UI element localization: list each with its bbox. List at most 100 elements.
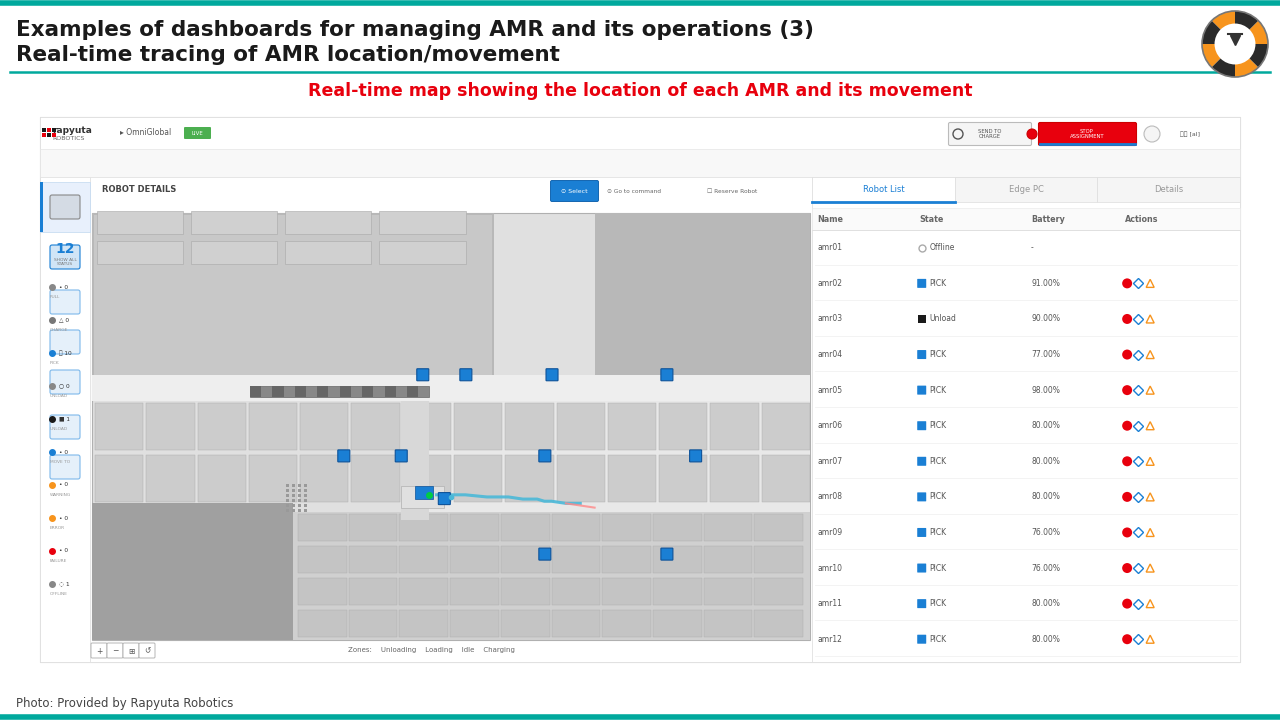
Text: • 0: • 0 [59,549,68,554]
FancyBboxPatch shape [50,415,79,439]
Text: SEND TO
CHARGE: SEND TO CHARGE [978,129,1002,140]
Text: ROBOT DETAILS: ROBOT DETAILS [102,184,177,194]
Text: Name: Name [817,215,844,223]
FancyBboxPatch shape [50,195,79,219]
Bar [97,240,183,264]
Bar [500,578,549,605]
Text: ☐ Reserve Robot: ☐ Reserve Robot [707,189,758,194]
Bar [298,484,301,487]
Bar [197,403,246,450]
Bar [303,499,307,502]
Bar [399,514,448,541]
Bar [92,503,293,640]
Text: 80.00%: 80.00% [1030,635,1060,644]
FancyBboxPatch shape [547,369,558,381]
Circle shape [1027,129,1037,139]
Bar [500,546,549,573]
Circle shape [1123,528,1132,537]
Bar [248,403,297,450]
Bar [42,133,46,137]
Bar [602,514,652,541]
Bar [552,578,600,605]
Bar [40,117,1240,662]
Bar [415,486,433,499]
Text: ▸ OmniGlobal: ▸ OmniGlobal [120,127,172,137]
Text: PICK: PICK [929,635,947,644]
Text: PICK: PICK [929,564,947,572]
Bar [602,546,652,573]
FancyBboxPatch shape [140,643,155,658]
Bar [352,403,399,450]
Bar [40,117,1240,149]
Bar [659,403,708,450]
Bar [292,504,294,507]
Bar [710,403,759,450]
Circle shape [1144,126,1160,142]
Text: amr07: amr07 [817,456,842,466]
Text: MOVE TO: MOVE TO [50,460,70,464]
FancyBboxPatch shape [918,599,927,608]
Bar [317,386,329,397]
Bar [146,455,195,503]
Bar [40,149,1240,177]
Bar [294,386,306,397]
Circle shape [1123,598,1132,608]
Bar [298,499,301,502]
Bar [285,499,289,502]
Text: WARNING: WARNING [50,493,72,497]
Text: STOP
ASSIGNMENT: STOP ASSIGNMENT [1070,129,1105,140]
Bar [407,386,419,397]
Bar [955,177,1097,202]
Circle shape [1123,349,1132,359]
Bar [557,403,605,450]
Circle shape [1123,634,1132,644]
Bar [399,578,448,605]
Bar [95,403,143,450]
Bar [47,128,51,132]
Bar [602,610,652,637]
Wedge shape [1235,11,1258,44]
Bar [812,208,1240,230]
FancyBboxPatch shape [948,122,1032,145]
Text: Robot List: Robot List [863,185,904,194]
Bar [93,215,492,375]
Bar [52,133,56,137]
Bar [292,509,294,512]
Text: • 0: • 0 [59,284,68,289]
Bar [704,610,753,637]
Bar [285,494,289,497]
FancyBboxPatch shape [918,350,927,359]
Bar [285,211,371,234]
FancyBboxPatch shape [918,386,927,395]
FancyBboxPatch shape [918,635,927,644]
Bar [653,610,701,637]
Bar [595,213,810,375]
Text: amr03: amr03 [817,315,842,323]
FancyBboxPatch shape [338,450,349,462]
Wedge shape [1235,21,1268,44]
Bar [352,455,399,503]
FancyBboxPatch shape [50,245,79,269]
Text: ↺: ↺ [143,647,150,655]
Bar [285,504,289,507]
Bar [762,403,810,450]
Text: PICK: PICK [929,456,947,466]
Bar [918,315,925,323]
Text: PICK: PICK [929,528,947,537]
Bar [401,486,444,508]
Bar [379,211,466,234]
Text: 80.00%: 80.00% [1030,421,1060,431]
Bar [52,128,56,132]
Bar [292,489,294,492]
Bar [191,240,278,264]
Bar [250,386,261,397]
Bar [339,386,351,397]
Text: 77.00%: 77.00% [1030,350,1060,359]
Text: amr08: amr08 [817,492,842,501]
Text: 80.00%: 80.00% [1030,492,1060,501]
Text: 12: 12 [55,242,74,256]
Bar [292,484,294,487]
Bar [303,494,307,497]
FancyBboxPatch shape [50,455,79,479]
Text: • 0: • 0 [59,516,68,521]
